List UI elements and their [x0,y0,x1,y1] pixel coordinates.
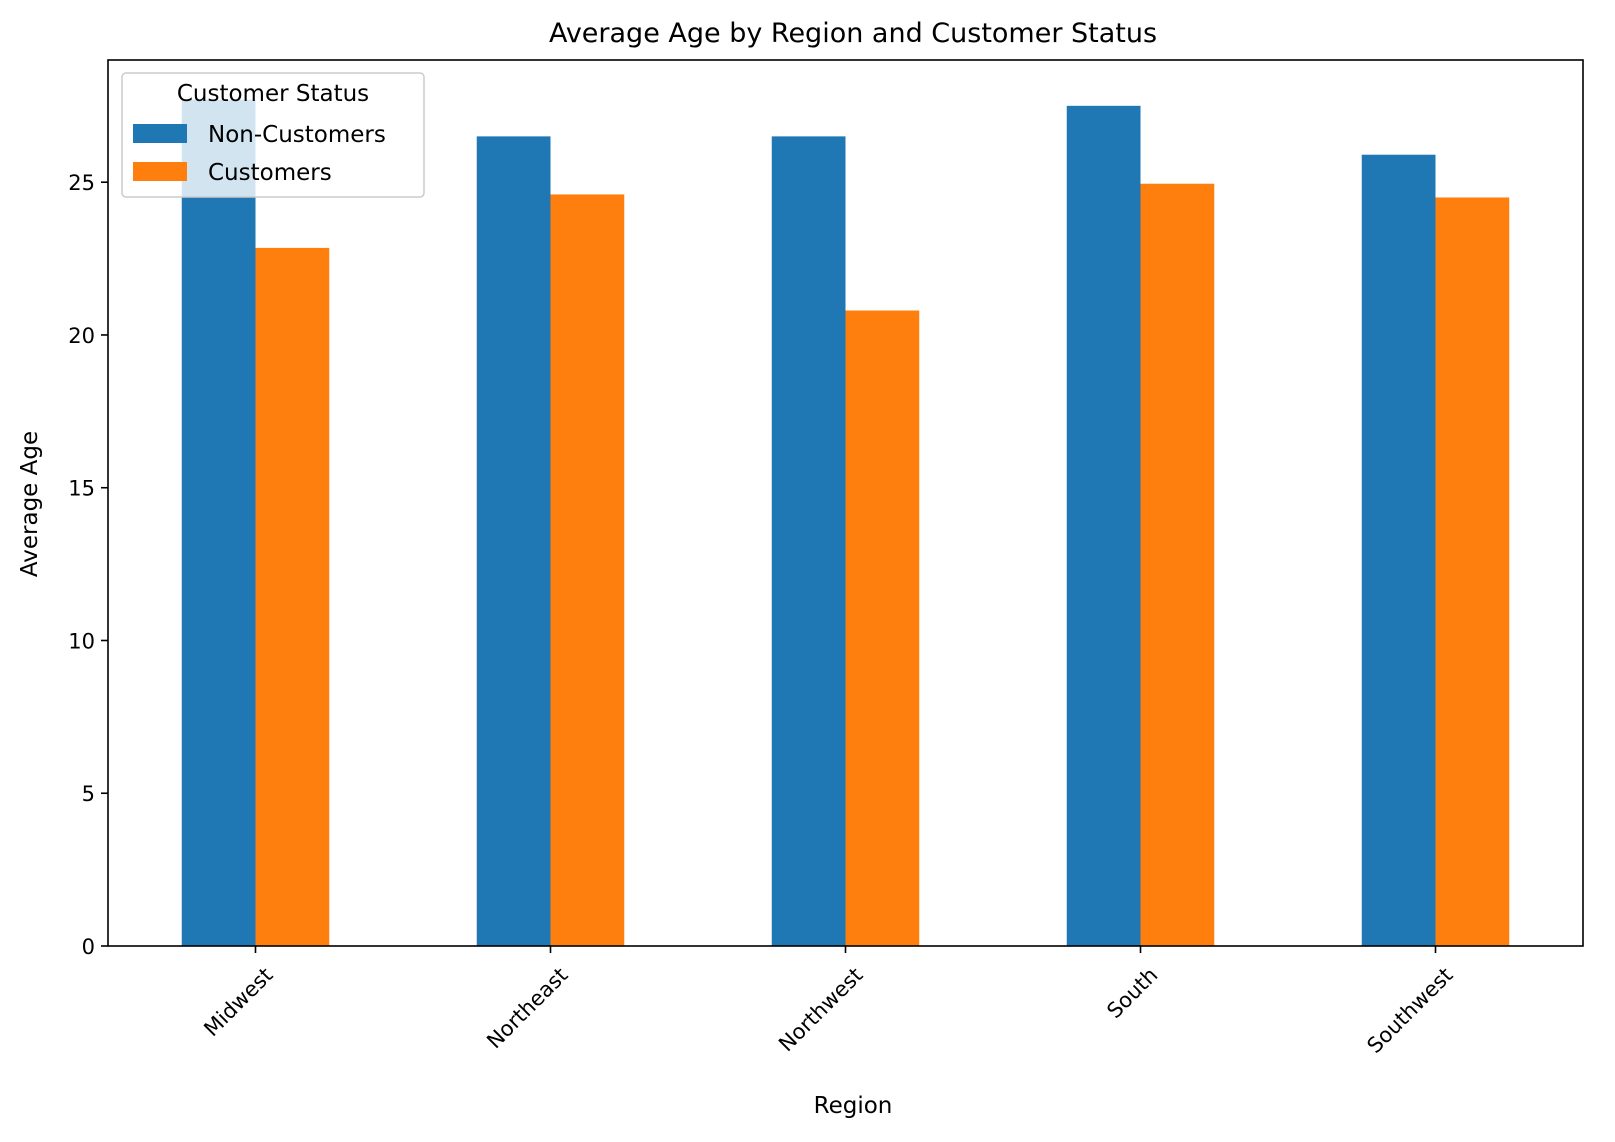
y-tick-label: 15 [68,477,95,501]
y-tick-label: 25 [68,171,95,195]
bar-south-customers [1140,183,1215,947]
bar-midwest-customers [255,247,330,946]
legend-box [121,72,425,198]
bar-southwest-customers [1435,197,1510,947]
legend-swatch-non-customers [133,124,187,143]
bar-midwest-non-customers [181,99,256,947]
y-axis: 0 5 10 15 20 25 [68,171,108,959]
bar-northwest-customers [845,310,920,946]
bar-northeast-non-customers [476,136,551,946]
legend: Customer Status Non-Customers Customers [121,72,425,198]
bars-layer [181,99,1510,947]
legend-label-non-customers: Non-Customers [208,122,386,148]
x-axis-label: Region [814,1093,893,1119]
legend-label-customers: Customers [208,160,332,186]
bar-south-non-customers [1066,105,1141,946]
legend-swatch-customers [133,162,187,181]
y-tick-label: 5 [82,782,95,806]
y-tick-label: 10 [68,629,95,653]
bar-northeast-customers [550,194,625,946]
bar-northwest-non-customers [771,136,846,946]
y-axis-label: Average Age [17,431,43,577]
y-tick-label: 20 [68,324,95,348]
chart-title: Average Age by Region and Customer Statu… [549,18,1157,49]
bar-southwest-non-customers [1361,154,1436,946]
legend-title: Customer Status [177,81,369,107]
y-tick-label: 0 [82,935,95,959]
